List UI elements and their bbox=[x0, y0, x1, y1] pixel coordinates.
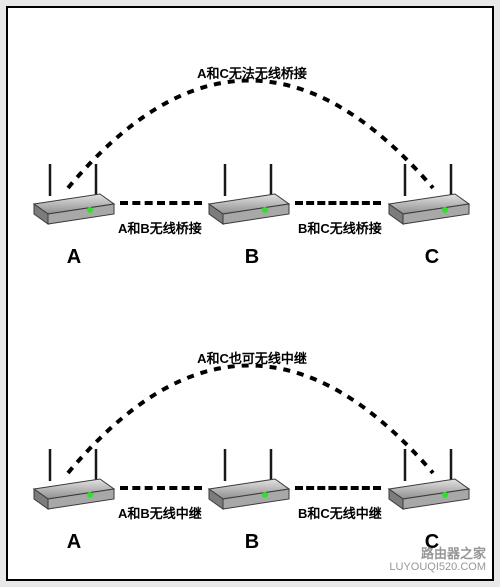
arc-label-top: A和C无法无线桥接 bbox=[152, 63, 352, 82]
node-label-a-top: A bbox=[54, 246, 94, 269]
node-label-b-bottom: B bbox=[232, 531, 272, 554]
router-b-bottom bbox=[203, 443, 293, 523]
edge-label-bc-top: B和C无线桥接 bbox=[296, 218, 384, 237]
watermark: 路由器之家 LUYOUQI520.COM bbox=[389, 547, 486, 573]
diagram-frame: A和C无法无线桥接 bbox=[6, 6, 494, 581]
edge-label-ab-top: A和B无线桥接 bbox=[116, 218, 204, 237]
arc-label-bottom: A和C也可无线中继 bbox=[152, 348, 352, 367]
router-c-top bbox=[383, 158, 473, 238]
relay-diagram: A和C也可无线中继 bbox=[8, 293, 492, 578]
edge-label-ab-bottom: A和B无线中继 bbox=[116, 503, 204, 522]
node-label-b-top: B bbox=[232, 246, 272, 269]
router-c-bottom bbox=[383, 443, 473, 523]
router-b-top bbox=[203, 158, 293, 238]
link-bc-bottom bbox=[295, 486, 381, 490]
edge-label-bc-bottom: B和C无线中继 bbox=[296, 503, 384, 522]
link-bc-top bbox=[295, 201, 381, 205]
link-ab-bottom bbox=[120, 486, 202, 490]
watermark-url: LUYOUQI520.COM bbox=[389, 561, 486, 573]
node-label-c-top: C bbox=[412, 246, 452, 269]
link-ab-top bbox=[120, 201, 202, 205]
router-a-top bbox=[28, 158, 118, 238]
router-a-bottom bbox=[28, 443, 118, 523]
node-label-a-bottom: A bbox=[54, 531, 94, 554]
bridge-diagram: A和C无法无线桥接 bbox=[8, 8, 492, 293]
watermark-title: 路由器之家 bbox=[389, 547, 486, 561]
